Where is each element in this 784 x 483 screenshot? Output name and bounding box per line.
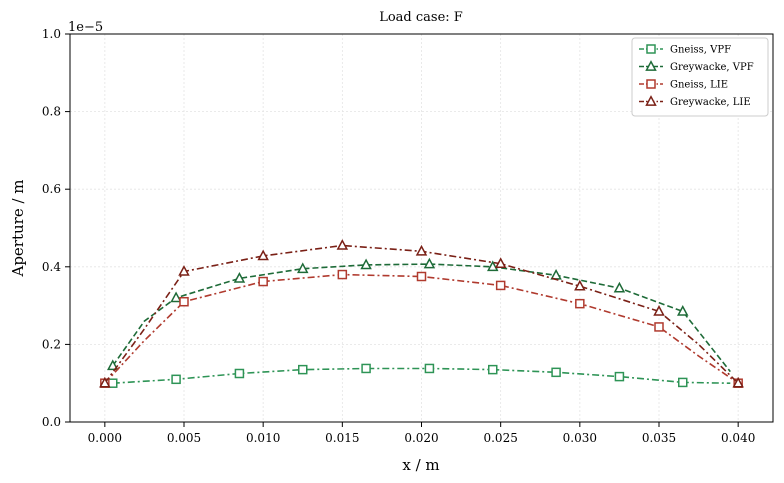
legend-box [631,37,769,117]
legend-entry: Greywacke, VPF [639,60,754,73]
legend-marker [646,79,656,89]
data-point [361,363,371,374]
data-point [233,272,246,283]
data-point [488,364,498,375]
axes: 0.000 0.005 0.010 0.015 0.020 0.025 0.030 0.035… [42,27,755,445]
y-tick-label: 1.0 [42,27,61,41]
y-scale-label: 1e−5 [68,20,103,35]
series-line [112,263,731,373]
data-point [416,271,427,282]
data-point [423,257,436,269]
data-point [108,378,118,388]
data-point [732,376,744,388]
data-point [575,298,585,309]
x-tick-label: 0.040 [721,431,755,445]
legend-label: Greywacke, LIE [670,97,751,108]
x-tick-label: 0.025 [483,431,517,445]
data-point [550,268,562,280]
data-point [654,322,664,332]
x-tick-label: 0.005 [167,431,201,445]
data-point [106,359,119,371]
series-gneiss-lie [100,269,743,388]
data-point [257,249,269,261]
data-point [486,260,499,272]
x-tick-label: 0.000 [88,431,122,445]
chart-title: Load case: F [379,10,463,25]
data-point [178,265,190,276]
x-axis-label: x / m [402,456,439,474]
data-point [653,305,665,316]
legend-entry: Gneiss, VPF [639,44,731,56]
y-tick-label: 0.2 [42,337,61,351]
x-tick-label: 0.030 [563,431,597,445]
data-point [258,276,268,287]
data-point [676,305,689,316]
legend-label: Gneiss, LIE [670,80,728,91]
data-point [495,280,506,291]
legend-entry: Gneiss, LIE [639,79,728,91]
data-point [170,291,182,303]
series-layer [99,239,744,388]
data-point [298,364,308,375]
series-line [104,273,739,384]
data-point [360,258,372,270]
series-gneiss-vpf [108,363,731,388]
series-greywacke-lie [99,239,744,388]
y-tick-label: 0.8 [42,105,61,119]
legend-marker [645,60,657,71]
legend: Gneiss, VPF Greywacke, VPF Gneiss, LIE Grey… [631,37,769,117]
data-point [179,296,189,307]
data-point [234,368,245,379]
x-tick-label: 0.035 [642,431,676,445]
x-tick-label: 0.015 [325,431,359,445]
data-point [551,367,561,378]
data-point [424,363,435,374]
data-point [336,239,349,250]
data-point [99,376,111,388]
legend-label: Gneiss, VPF [670,45,731,56]
data-point [494,257,507,269]
data-point [296,262,309,274]
x-tick-label: 0.020 [404,431,438,445]
y-tick-label: 0.4 [42,260,61,274]
legend-label: Greywacke, VPF [670,62,754,73]
legend-entry: Greywacke, LIE [639,95,751,108]
y-tick-label: 0.0 [42,415,61,429]
data-point [613,281,626,293]
data-point [171,374,181,385]
legend-marker [645,95,657,106]
y-tick-label: 0.6 [42,182,61,196]
legend-marker [646,44,656,54]
data-point [574,279,586,291]
data-point [337,269,348,280]
data-point [415,244,428,256]
y-axis-label: Aperture / m [9,179,27,277]
data-point [614,371,625,382]
x-tick-label: 0.010 [246,431,280,445]
data-point [678,377,688,388]
